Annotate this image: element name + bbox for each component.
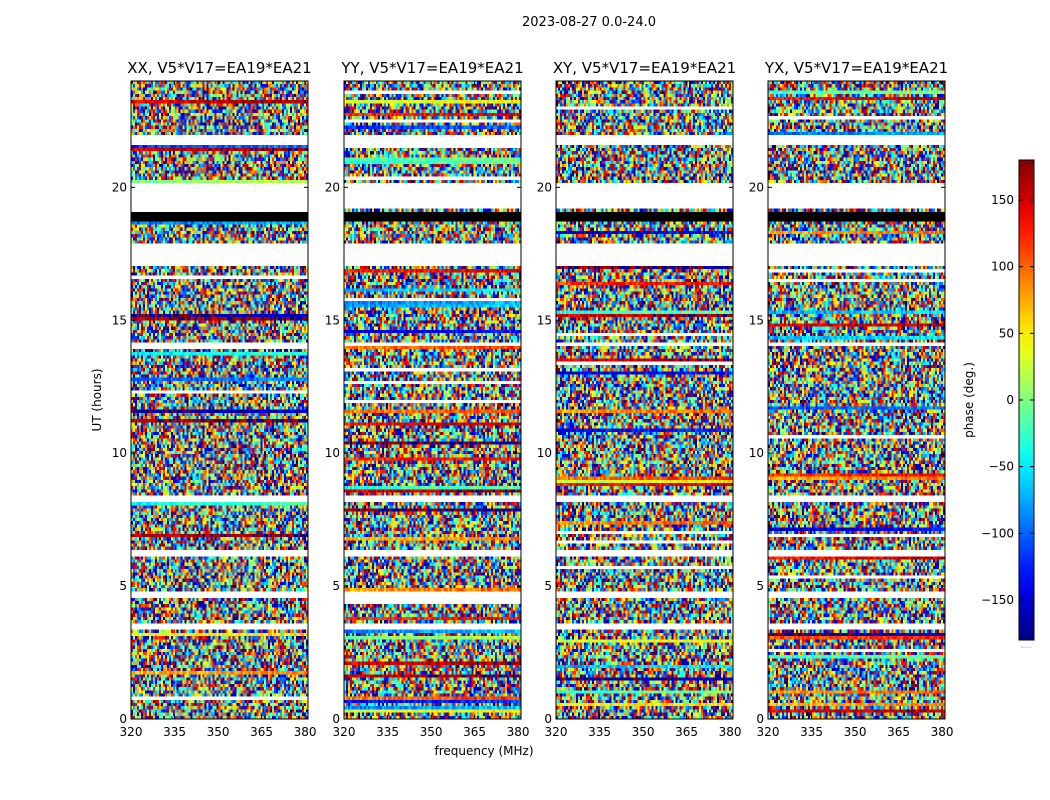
panels: XX, V5*V17=EA19*EA21 320 335 350 365 380 0 5 10 1… [112,59,954,739]
y-tick-label: 5 [119,579,127,593]
panel-frame-1 [343,80,522,720]
x-axis-label: frequency (MHz) [434,744,533,758]
x-tick-label: 350 [632,725,655,739]
panel-2: XY, V5*V17=EA19*EA21 320 335 350 365 380 0 5 10 1… [537,59,742,739]
y-tick-label: 0 [119,712,127,726]
y-tick-label: 10 [325,446,340,460]
y-tick-label: 10 [112,446,127,460]
colorbar: −150 −100 −50 0 50 100 150 [981,159,1035,641]
x-tick-label: 335 [163,725,186,739]
panel-0: XX, V5*V17=EA19*EA21 320 335 350 365 380 0 5 10 1… [112,59,317,739]
x-tick-label: 365 [675,725,698,739]
colorbar-tick-label: −50 [989,460,1014,474]
colorbar-tick-label: 100 [991,260,1014,274]
y-tick-label: 0 [756,712,764,726]
x-tick-label: 350 [844,725,867,739]
x-tick-label: 320 [120,725,143,739]
x-tick-label: 320 [333,725,356,739]
panel-title-2: XY, V5*V17=EA19*EA21 [553,59,736,77]
x-tick-label: 380 [294,725,317,739]
panel-title-1: YY, V5*V17=EA19*EA21 [340,59,523,77]
x-tick-label: 365 [250,725,273,739]
panel-title-0: XX, V5*V17=EA19*EA21 [127,59,311,77]
y-tick-label: 20 [325,180,340,194]
heatmap-2 [556,81,733,719]
x-tick-label: 365 [887,725,910,739]
panel-frame-2 [555,80,734,720]
y-tick-label: 15 [537,313,552,327]
y-tick-label: 15 [112,313,127,327]
y-tick-label: 20 [537,180,552,194]
x-tick-label: 380 [931,725,954,739]
colorbar-tick-label: −100 [981,526,1014,540]
colorbar-label: phase (deg.) [962,362,976,438]
y-tick-label: 15 [325,313,340,327]
y-tick-label: 5 [756,579,764,593]
y-tick-label: 10 [749,446,764,460]
panel-frame-0 [130,80,309,720]
y-tick-label: 10 [537,446,552,460]
heatmap-3 [768,81,945,719]
heatmap-0 [131,81,308,719]
y-tick-label: 20 [749,180,764,194]
x-tick-label: 380 [507,725,530,739]
panel-3: YX, V5*V17=EA19*EA21 320 335 350 365 380 0 5 10 1… [749,59,954,739]
x-tick-label: 350 [420,725,443,739]
x-tick-label: 350 [207,725,230,739]
panel-1: YY, V5*V17=EA19*EA21 320 335 350 365 380 0 5 10 1… [325,59,530,739]
y-tick-label: 20 [112,180,127,194]
colorbar-overflow-label: ..... [1020,642,1031,650]
y-tick-label: 15 [749,313,764,327]
colorbar-tick-label: −150 [981,593,1014,607]
panel-title-3: YX, V5*V17=EA19*EA21 [764,59,948,77]
y-tick-label: 0 [332,712,340,726]
colorbar-tick-label: 150 [991,193,1014,207]
x-tick-label: 335 [800,725,823,739]
y-tick-label: 5 [332,579,340,593]
x-tick-label: 320 [757,725,780,739]
x-tick-label: 335 [376,725,399,739]
figure-title: 2023-08-27 0.0-24.0 [522,15,656,30]
panel-frame-3 [767,80,946,720]
y-axis-label: UT (hours) [90,368,104,431]
x-tick-label: 335 [588,725,611,739]
colorbar-tick-label: 50 [999,326,1014,340]
x-tick-label: 365 [463,725,486,739]
colorbar-tick-label: 0 [1006,393,1014,407]
x-tick-label: 380 [719,725,742,739]
x-tick-label: 320 [545,725,568,739]
y-tick-label: 0 [544,712,552,726]
heatmap-1 [344,81,521,719]
y-tick-label: 5 [544,579,552,593]
